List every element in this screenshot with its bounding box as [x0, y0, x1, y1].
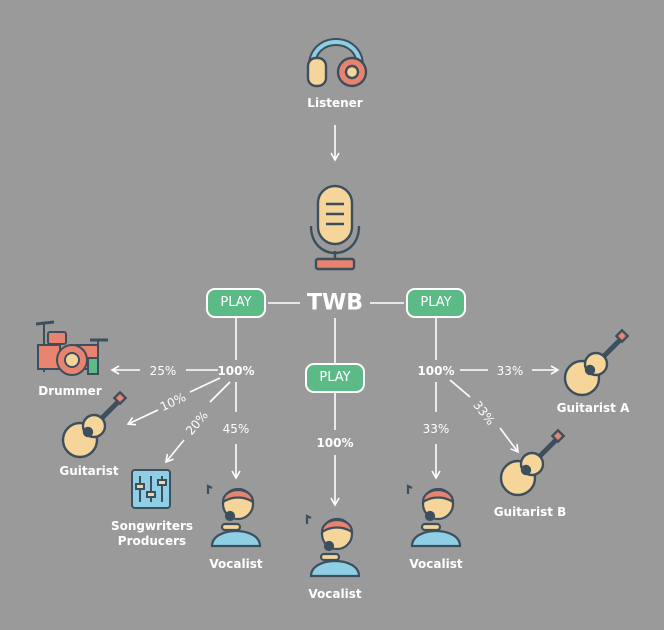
guitar-b-icon [499, 428, 566, 497]
arrow-guitarist-b [499, 427, 519, 454]
listener-label: Listener [307, 96, 363, 110]
guitar-a-icon [563, 328, 630, 397]
guitar-icon [61, 390, 128, 459]
arrow-songwriters [164, 439, 185, 464]
vocalist-left-label: Vocalist [209, 557, 263, 571]
drum-kit-icon [35, 320, 108, 376]
right-total-percent: 100% [417, 364, 455, 378]
guitarist-b-label: Guitarist B [493, 505, 567, 519]
microphone-icon [309, 184, 361, 271]
guitarist-a-label: Guitarist A [556, 401, 630, 415]
singer-icon-left [206, 484, 262, 548]
play-button-right[interactable]: PLAY [406, 288, 466, 318]
drummer-percent: 25% [149, 364, 177, 378]
left-total-percent: 100% [217, 364, 255, 378]
mixer-icon [131, 469, 171, 509]
songwriters-line1: Songwriters [110, 519, 194, 533]
drummer-label: Drummer [38, 384, 102, 398]
singer-icon-right [406, 484, 462, 548]
singer-icon-center [305, 514, 361, 578]
vocalist-left-percent: 45% [222, 422, 250, 436]
twb-label: TWB [306, 290, 364, 316]
connectors [110, 125, 560, 507]
play-button-left[interactable]: PLAY [206, 288, 266, 318]
arrow-guitarist [126, 409, 159, 426]
guitarist-a-percent: 33% [496, 364, 524, 378]
center-total-percent: 100% [316, 436, 354, 450]
headphones-icon [306, 38, 368, 88]
vocalist-right-percent: 33% [422, 422, 450, 436]
play-button-center[interactable]: PLAY [305, 363, 365, 393]
songwriters-label: Songwriters Producers [111, 519, 193, 549]
vocalist-right-label: Vocalist [409, 557, 463, 571]
songwriters-line2: Producers [117, 534, 187, 548]
guitarist-label: Guitarist [59, 464, 119, 478]
vocalist-center-label: Vocalist [308, 587, 362, 601]
